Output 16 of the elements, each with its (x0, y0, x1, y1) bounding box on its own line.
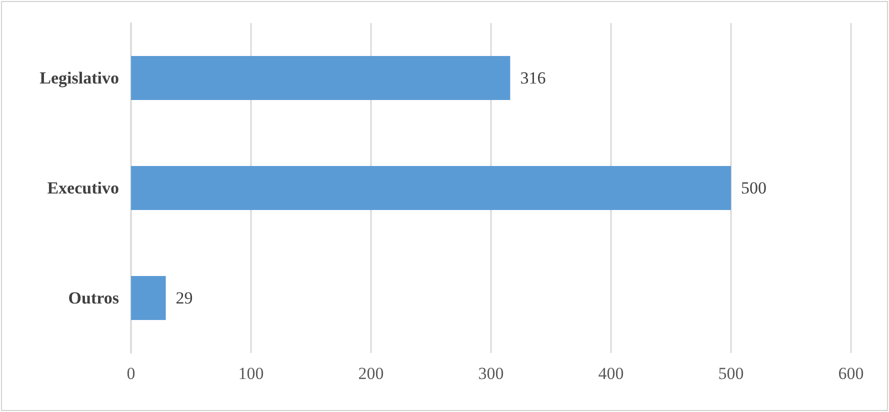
x-tick-label: 100 (238, 364, 264, 383)
data-label: 316 (520, 68, 546, 88)
y-tick-label: Outros (68, 288, 120, 308)
x-tick-label: 600 (838, 364, 864, 383)
data-label: 29 (176, 288, 193, 308)
x-tick-label: 0 (126, 364, 136, 383)
x-tick-label: 200 (358, 364, 384, 383)
x-tick-label: 500 (718, 364, 744, 383)
bar (131, 166, 731, 210)
y-tick-label: Legislativo (40, 68, 119, 88)
data-label: 500 (741, 178, 766, 198)
y-tick-label: Executivo (47, 178, 119, 198)
x-tick-label: 300 (478, 364, 504, 383)
x-tick-label: 400 (598, 364, 624, 383)
bar (131, 276, 166, 320)
bar (131, 56, 510, 100)
